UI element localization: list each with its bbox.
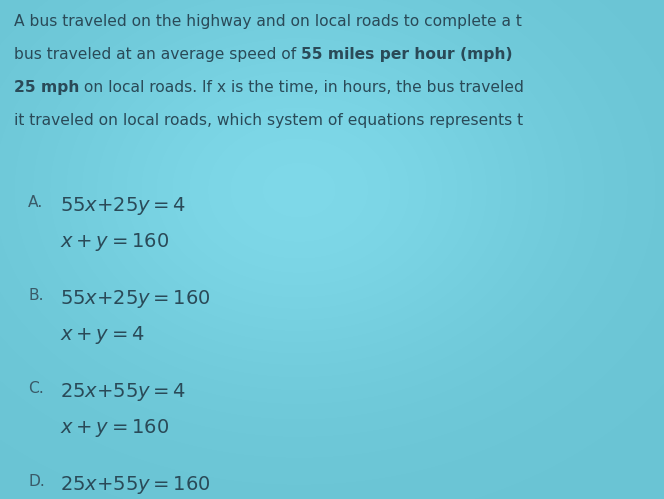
Text: $x + y = 160$: $x + y = 160$ (60, 231, 169, 253)
Text: C.: C. (28, 381, 44, 396)
Text: A bus traveled on the highway and on local roads to complete a t: A bus traveled on the highway and on loc… (14, 14, 522, 29)
Text: $25x + 55y = 4$: $25x + 55y = 4$ (60, 381, 194, 403)
Text: $\mathit{25x}\mathit{ + 55y}\mathit{ = 160}$: $\mathit{25x}\mathit{ + 55y}\mathit{ = 1… (60, 474, 210, 496)
Text: $25x + 55y = 160$: $25x + 55y = 160$ (60, 474, 218, 496)
Text: A.: A. (28, 195, 43, 210)
Text: 25 mph: 25 mph (14, 80, 80, 95)
Text: $55x + 25y = 4$: $55x + 25y = 4$ (60, 195, 194, 217)
Text: bus traveled at an average speed of: bus traveled at an average speed of (14, 47, 301, 62)
Text: 55 miles per hour (mph): 55 miles per hour (mph) (301, 47, 513, 62)
Text: $x + y = 4$: $x + y = 4$ (60, 324, 145, 346)
Text: D.: D. (28, 474, 44, 489)
Text: $\mathit{25x}\mathit{ + 55y}\mathit{ = 4}$: $\mathit{25x}\mathit{ + 55y}\mathit{ = 4… (60, 381, 187, 403)
Text: $55x + 25y = 160$: $55x + 25y = 160$ (60, 288, 218, 310)
Text: $\mathit{55x}\mathit{ + 25y}\mathit{ = 160}$: $\mathit{55x}\mathit{ + 25y}\mathit{ = 1… (60, 288, 210, 310)
Text: on local roads. If x is the time, in hours, the bus traveled: on local roads. If x is the time, in hou… (80, 80, 525, 95)
Text: $\mathit{55x}\mathit{ + 25y}\mathit{ = 4}$: $\mathit{55x}\mathit{ + 25y}\mathit{ = 4… (60, 195, 187, 217)
Text: B.: B. (28, 288, 44, 303)
Text: $x + y = 160$: $x + y = 160$ (60, 417, 169, 439)
Text: it traveled on local roads, which system of equations represents t: it traveled on local roads, which system… (14, 113, 523, 128)
